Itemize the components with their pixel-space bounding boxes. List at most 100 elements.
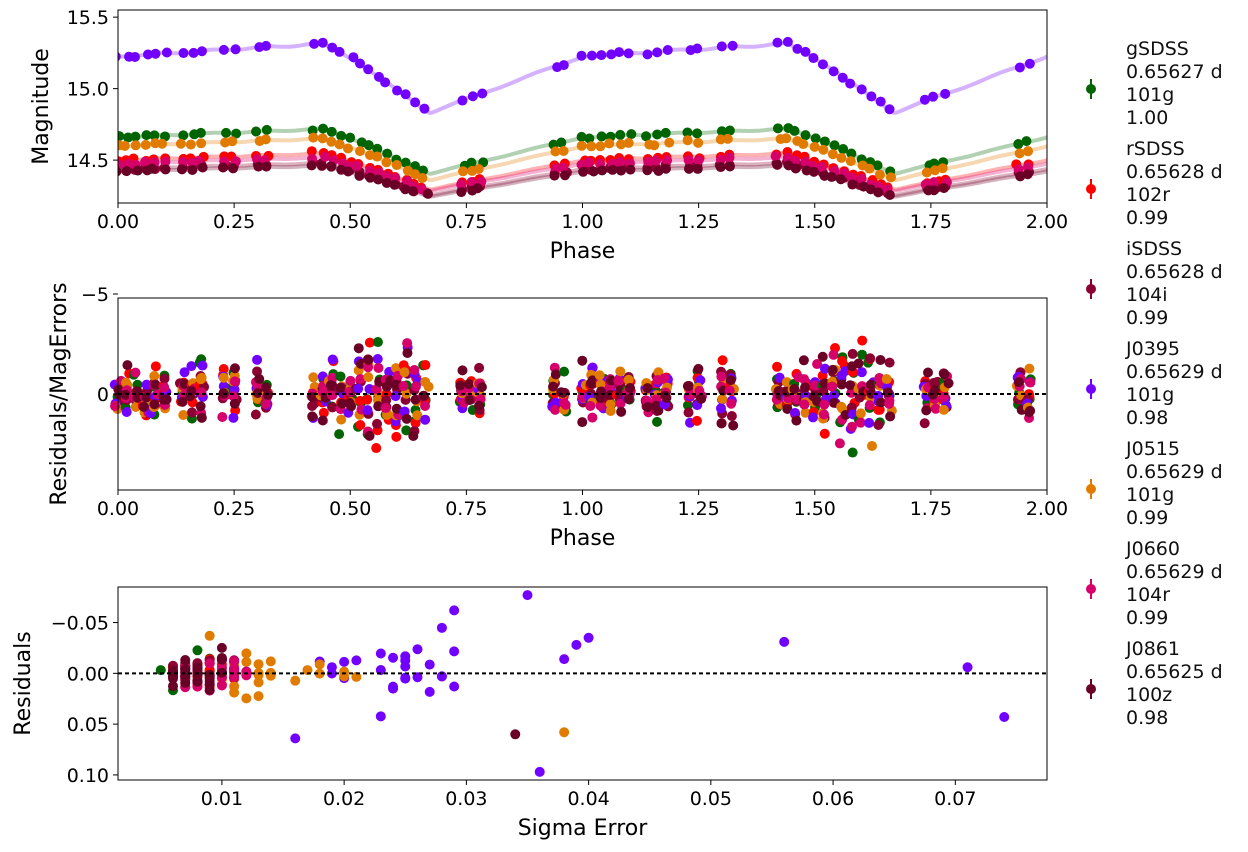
data-point-j0395 — [178, 48, 189, 59]
sigma-point-j0395 — [424, 686, 435, 697]
sigma-point-j0861 — [168, 667, 179, 678]
sigma-point-j0515 — [265, 667, 276, 678]
residual-point — [810, 380, 821, 391]
data-point-gsdss — [838, 144, 849, 155]
residual-point — [161, 394, 172, 405]
residual-point — [613, 375, 624, 386]
x-tick-label: 0.00 — [97, 498, 139, 520]
residual-point — [884, 398, 895, 409]
residual-point — [474, 362, 485, 373]
residual-point — [938, 404, 949, 415]
residual-point — [587, 412, 598, 423]
data-point-j0515 — [381, 157, 392, 168]
data-point-j0861 — [132, 165, 143, 176]
residual-point — [725, 375, 736, 386]
residual-point — [623, 374, 634, 385]
data-point-j0395 — [392, 85, 403, 96]
data-point-j0861 — [938, 183, 949, 194]
x-tick-label: 1.75 — [910, 211, 952, 233]
residual-point — [716, 418, 727, 429]
residual-point — [808, 391, 819, 402]
residual-point — [828, 349, 839, 360]
residual-point — [799, 374, 810, 385]
x-tick-label: 1.75 — [910, 498, 952, 520]
data-point-j0395 — [161, 47, 172, 58]
sigma-point-j0395 — [424, 659, 435, 670]
data-point-j0861 — [400, 184, 411, 195]
data-point-j0660 — [557, 162, 568, 173]
residual-point — [847, 421, 858, 432]
data-point-j0515 — [722, 133, 733, 144]
residual-point — [866, 440, 877, 451]
residual-point — [855, 417, 866, 428]
data-point-j0660 — [160, 156, 171, 167]
residual-point — [615, 366, 626, 377]
data-point-rsdss — [306, 146, 317, 157]
data-point-j0861 — [625, 164, 636, 175]
legend-marker-icon — [1086, 679, 1096, 699]
data-point-j0395 — [467, 91, 478, 102]
data-point-j0395 — [928, 91, 939, 102]
data-point-j0861 — [790, 163, 801, 174]
outlier-point — [559, 727, 570, 738]
sigma-point-j0660 — [229, 672, 240, 683]
data-point-j0660 — [583, 157, 594, 168]
outlier-point — [583, 632, 594, 643]
data-point-j0515 — [196, 138, 207, 149]
data-point-j0861 — [456, 187, 467, 198]
data-point-j0395 — [1014, 62, 1025, 73]
data-point-gsdss — [261, 124, 272, 135]
data-point-j0395 — [828, 66, 839, 77]
residual-point — [693, 363, 704, 374]
residual-point — [874, 404, 885, 415]
residual-point — [262, 390, 273, 401]
sigma-point-j0660 — [229, 656, 240, 667]
data-point-j0515 — [874, 169, 885, 180]
data-point-j0395 — [419, 103, 430, 114]
residual-point — [791, 394, 802, 405]
data-point-j0861 — [724, 161, 735, 172]
residual-point — [782, 403, 793, 414]
residual-point — [260, 382, 271, 393]
residual-point — [336, 414, 347, 425]
sigma-point-j0395 — [375, 711, 386, 722]
residual-point — [939, 369, 950, 380]
residual-point — [420, 400, 431, 411]
residual-point — [463, 379, 474, 390]
data-point-j0515 — [623, 137, 634, 148]
residual-point — [817, 351, 828, 362]
residual-point — [919, 418, 930, 429]
data-point-j0660 — [365, 165, 376, 176]
data-point-j0395 — [662, 44, 673, 55]
data-point-gsdss — [829, 140, 840, 151]
legend-score: 0.99 — [1126, 307, 1169, 329]
data-point-j0861 — [261, 161, 272, 172]
data-point-j0861 — [660, 163, 671, 174]
data-point-j0861 — [218, 162, 229, 173]
x-tick-label: 0.02 — [323, 788, 365, 810]
residual-point — [372, 337, 383, 348]
legend-count: 104r — [1126, 584, 1171, 606]
residual-point — [691, 415, 702, 426]
data-point-j0515 — [185, 139, 196, 150]
residual-axes: 0.00 0.25 0.50 0.75 1.00 1.25 1.50 1.75 2.00 −5 0 P… — [47, 282, 1068, 551]
residual-point — [696, 393, 707, 404]
residual-point — [228, 412, 239, 423]
data-point-gsdss — [556, 137, 567, 148]
data-point-j0660 — [320, 151, 331, 162]
x-tick-label: 1.25 — [677, 211, 719, 233]
residual-point — [716, 403, 727, 414]
data-point-gsdss — [716, 126, 727, 137]
residual-point — [178, 410, 189, 421]
sigma-point-j0515 — [351, 671, 362, 682]
sigma-point-j0515 — [229, 687, 240, 698]
residual-point — [661, 392, 672, 403]
light-curve-axes: 0.00 0.25 0.50 0.75 1.00 1.25 1.50 1.75 2.00 14.5… — [29, 7, 1068, 264]
x-tick-label: 0.50 — [329, 211, 371, 233]
residual-point — [346, 401, 357, 412]
data-point-j0660 — [615, 156, 626, 167]
x-tick-label: 2.00 — [1026, 211, 1068, 233]
data-point-gsdss — [130, 131, 141, 142]
x-tick-label: 1.00 — [561, 498, 603, 520]
residual-point — [474, 400, 485, 411]
